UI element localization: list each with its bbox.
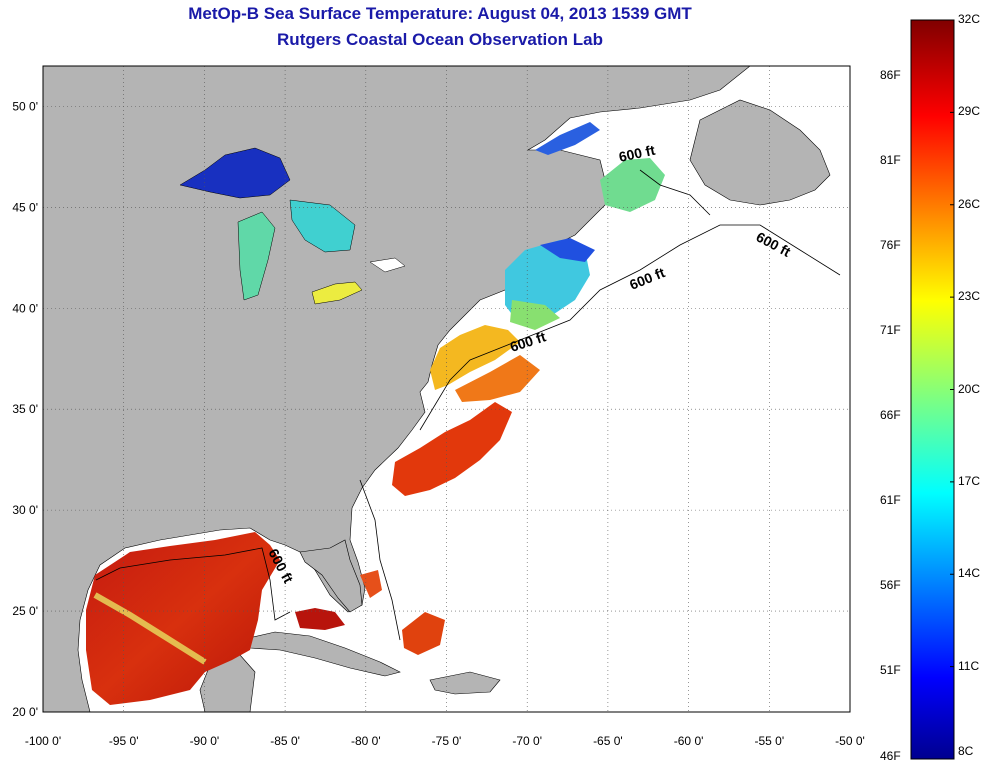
gulf-of-mexico-sst — [86, 532, 280, 705]
colorbar-fahrenheit-label: 81F — [880, 153, 901, 167]
lat-tick-label: 20 0' — [12, 705, 38, 719]
cuba-land — [239, 631, 401, 677]
colorbar-fahrenheit-label: 51F — [880, 663, 901, 677]
gulf-stream-sst — [392, 402, 512, 496]
lat-tick-label: 30 0' — [12, 503, 38, 517]
lon-tick-label: -65 0' — [593, 734, 623, 748]
florida-shelf-sst — [295, 608, 345, 630]
gridlines — [43, 66, 850, 712]
gulf-warm-streak — [93, 592, 207, 665]
lake-michigan-sst — [237, 211, 276, 301]
colorbar-celsius-label: 17C — [958, 473, 981, 488]
contour-label: 600 ft — [617, 142, 656, 165]
colorbar-celsius-label: 14C — [958, 566, 981, 581]
lon-tick-label: -80 0' — [351, 734, 381, 748]
lon-tick-label: -90 0' — [190, 734, 220, 748]
map-title: MetOp-B Sea Surface Temperature: August … — [188, 4, 692, 23]
lon-tick-label: -50 0' — [835, 734, 865, 748]
colorbar-celsius-label: 8C — [958, 744, 974, 758]
colorbar-celsius-label: 29C — [958, 104, 981, 119]
lat-tick-label: 45 0' — [12, 200, 38, 214]
lon-tick-label: -70 0' — [512, 734, 542, 748]
lon-tick-label: -100 0' — [25, 734, 61, 748]
newfoundland-land — [689, 99, 831, 206]
colorbar-fahrenheit-label: 46F — [880, 749, 901, 763]
bay-of-fundy-sst — [540, 238, 595, 262]
colorbar-celsius-label: 20C — [958, 381, 981, 396]
lon-tick-label: -85 0' — [270, 734, 300, 748]
bahamas-sst — [402, 612, 445, 655]
lake-superior-sst — [179, 147, 291, 199]
colorbar-fahrenheit-label: 56F — [880, 578, 901, 592]
colorbar-fahrenheit-label: 86F — [880, 68, 901, 82]
colorbar-fahrenheit-label: 76F — [880, 238, 901, 252]
lon-tick-label: -75 0' — [432, 734, 462, 748]
georges-bank-sst — [510, 300, 560, 330]
hispaniola-land — [429, 671, 501, 695]
lat-tick-label: 40 0' — [12, 301, 38, 315]
lon-tick-label: -95 0' — [109, 734, 139, 748]
colorbar-ticks — [950, 19, 954, 760]
gulf-st-lawrence-sst — [600, 158, 665, 212]
lat-tick-label: 50 0' — [12, 99, 38, 113]
isobath-600ft — [95, 169, 841, 641]
longitude-axis: -100 0' -95 0' -90 0' -85 0' -80 0' -75 0' -70… — [25, 734, 865, 748]
plot-frame — [42, 65, 851, 713]
colorbar — [910, 19, 955, 760]
colorbar-celsius-label: 23C — [958, 289, 981, 304]
lon-tick-label: -55 0' — [754, 734, 784, 748]
lake-huron-sst — [289, 199, 356, 253]
mid-atlantic-sst — [430, 325, 520, 390]
colorbar-fahrenheit-label: 61F — [880, 493, 901, 507]
colorbar-celsius-label: 11C — [958, 658, 980, 673]
lake-ontario-sst — [369, 257, 406, 273]
colorbar-celsius-label: 32C — [958, 12, 981, 26]
florida-land — [299, 539, 363, 613]
map-subtitle: Rutgers Coastal Ocean Observation Lab — [277, 30, 603, 49]
colorbar-fahrenheit-label: 71F — [880, 323, 901, 337]
lon-tick-label: -60 0' — [674, 734, 704, 748]
lake-erie-sst — [311, 281, 363, 305]
st-lawrence-estuary-sst — [535, 122, 600, 155]
colorbar-fahrenheit-label: 66F — [880, 408, 901, 422]
slope-water-sst — [455, 355, 540, 402]
colorbar-celsius-label: 26C — [958, 196, 981, 211]
lat-tick-label: 25 0' — [12, 604, 38, 618]
latitude-axis: 20 0' 25 0' 30 0' 35 0' 40 0' 45 0' 50 0' — [12, 99, 38, 719]
florida-east-sst — [360, 570, 382, 598]
lat-tick-label: 35 0' — [12, 402, 38, 416]
